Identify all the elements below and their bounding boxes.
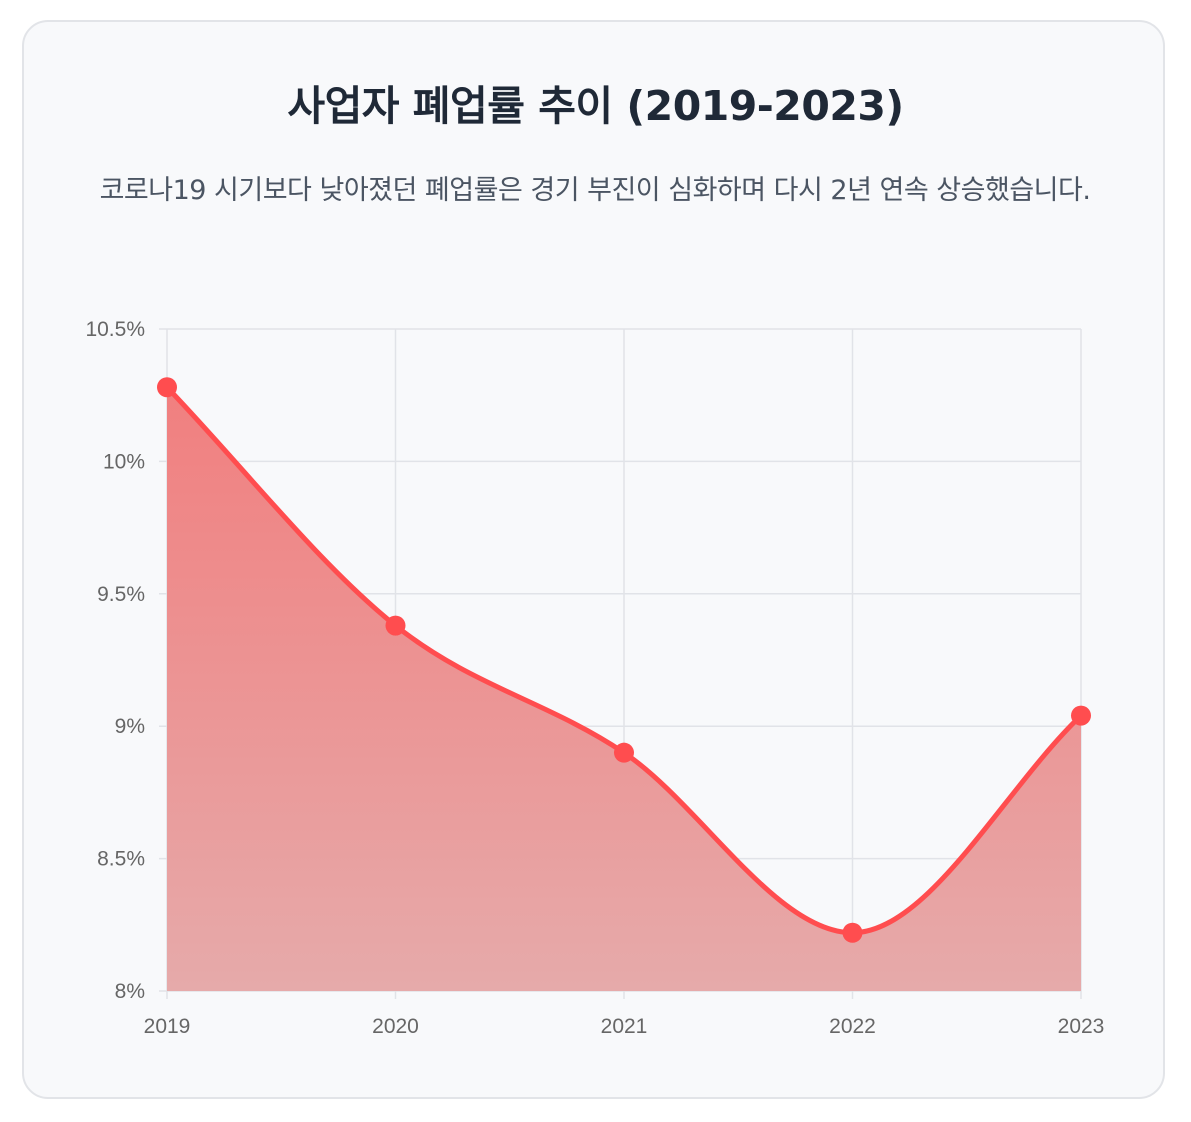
data-point[interactable] — [614, 742, 634, 763]
data-point[interactable] — [157, 377, 177, 398]
data-points — [157, 377, 1091, 943]
y-tick-label: 8% — [115, 980, 145, 1003]
y-tick-label: 10.5% — [85, 318, 145, 341]
data-point[interactable] — [1071, 705, 1091, 726]
y-tick-label: 10% — [103, 450, 145, 473]
x-tick-label: 2019 — [144, 1015, 191, 1038]
chart-title: 사업자 폐업률 추이 (2019-2023) — [287, 82, 904, 130]
y-axis-labels: 8% 8.5% 9% 9.5% 10% 10.5% — [85, 318, 145, 1003]
x-tick-label: 2021 — [601, 1015, 648, 1038]
y-tick-label: 9% — [115, 715, 145, 738]
x-axis-labels: 2019 2020 2021 2022 2023 — [144, 1015, 1105, 1038]
y-tick-label: 8.5% — [97, 848, 145, 871]
x-tick-label: 2022 — [829, 1015, 876, 1038]
x-tick-label: 2020 — [372, 1015, 419, 1038]
data-point[interactable] — [385, 615, 406, 636]
y-tick-label: 9.5% — [97, 583, 145, 606]
chart-subtitle: 코로나19 시기보다 낮아졌던 폐업률은 경기 부진이 심화하며 다시 2년 연… — [99, 175, 1091, 206]
x-tick-label: 2023 — [1058, 1015, 1105, 1038]
area-fill — [167, 387, 1081, 992]
data-point[interactable] — [842, 922, 863, 943]
